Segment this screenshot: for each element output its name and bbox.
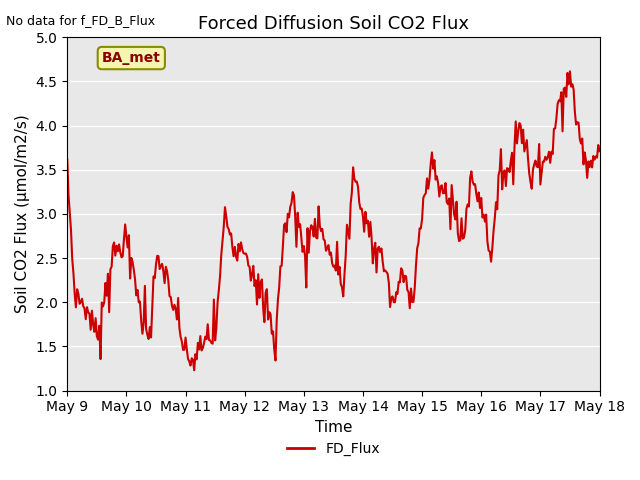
Legend: FD_Flux: FD_Flux bbox=[281, 436, 386, 461]
Y-axis label: Soil CO2 Flux (μmol/m2/s): Soil CO2 Flux (μmol/m2/s) bbox=[15, 115, 30, 313]
Text: BA_met: BA_met bbox=[102, 51, 161, 65]
Text: No data for f_FD_B_Flux: No data for f_FD_B_Flux bbox=[6, 14, 156, 27]
X-axis label: Time: Time bbox=[315, 420, 352, 435]
Title: Forced Diffusion Soil CO2 Flux: Forced Diffusion Soil CO2 Flux bbox=[198, 15, 469, 33]
